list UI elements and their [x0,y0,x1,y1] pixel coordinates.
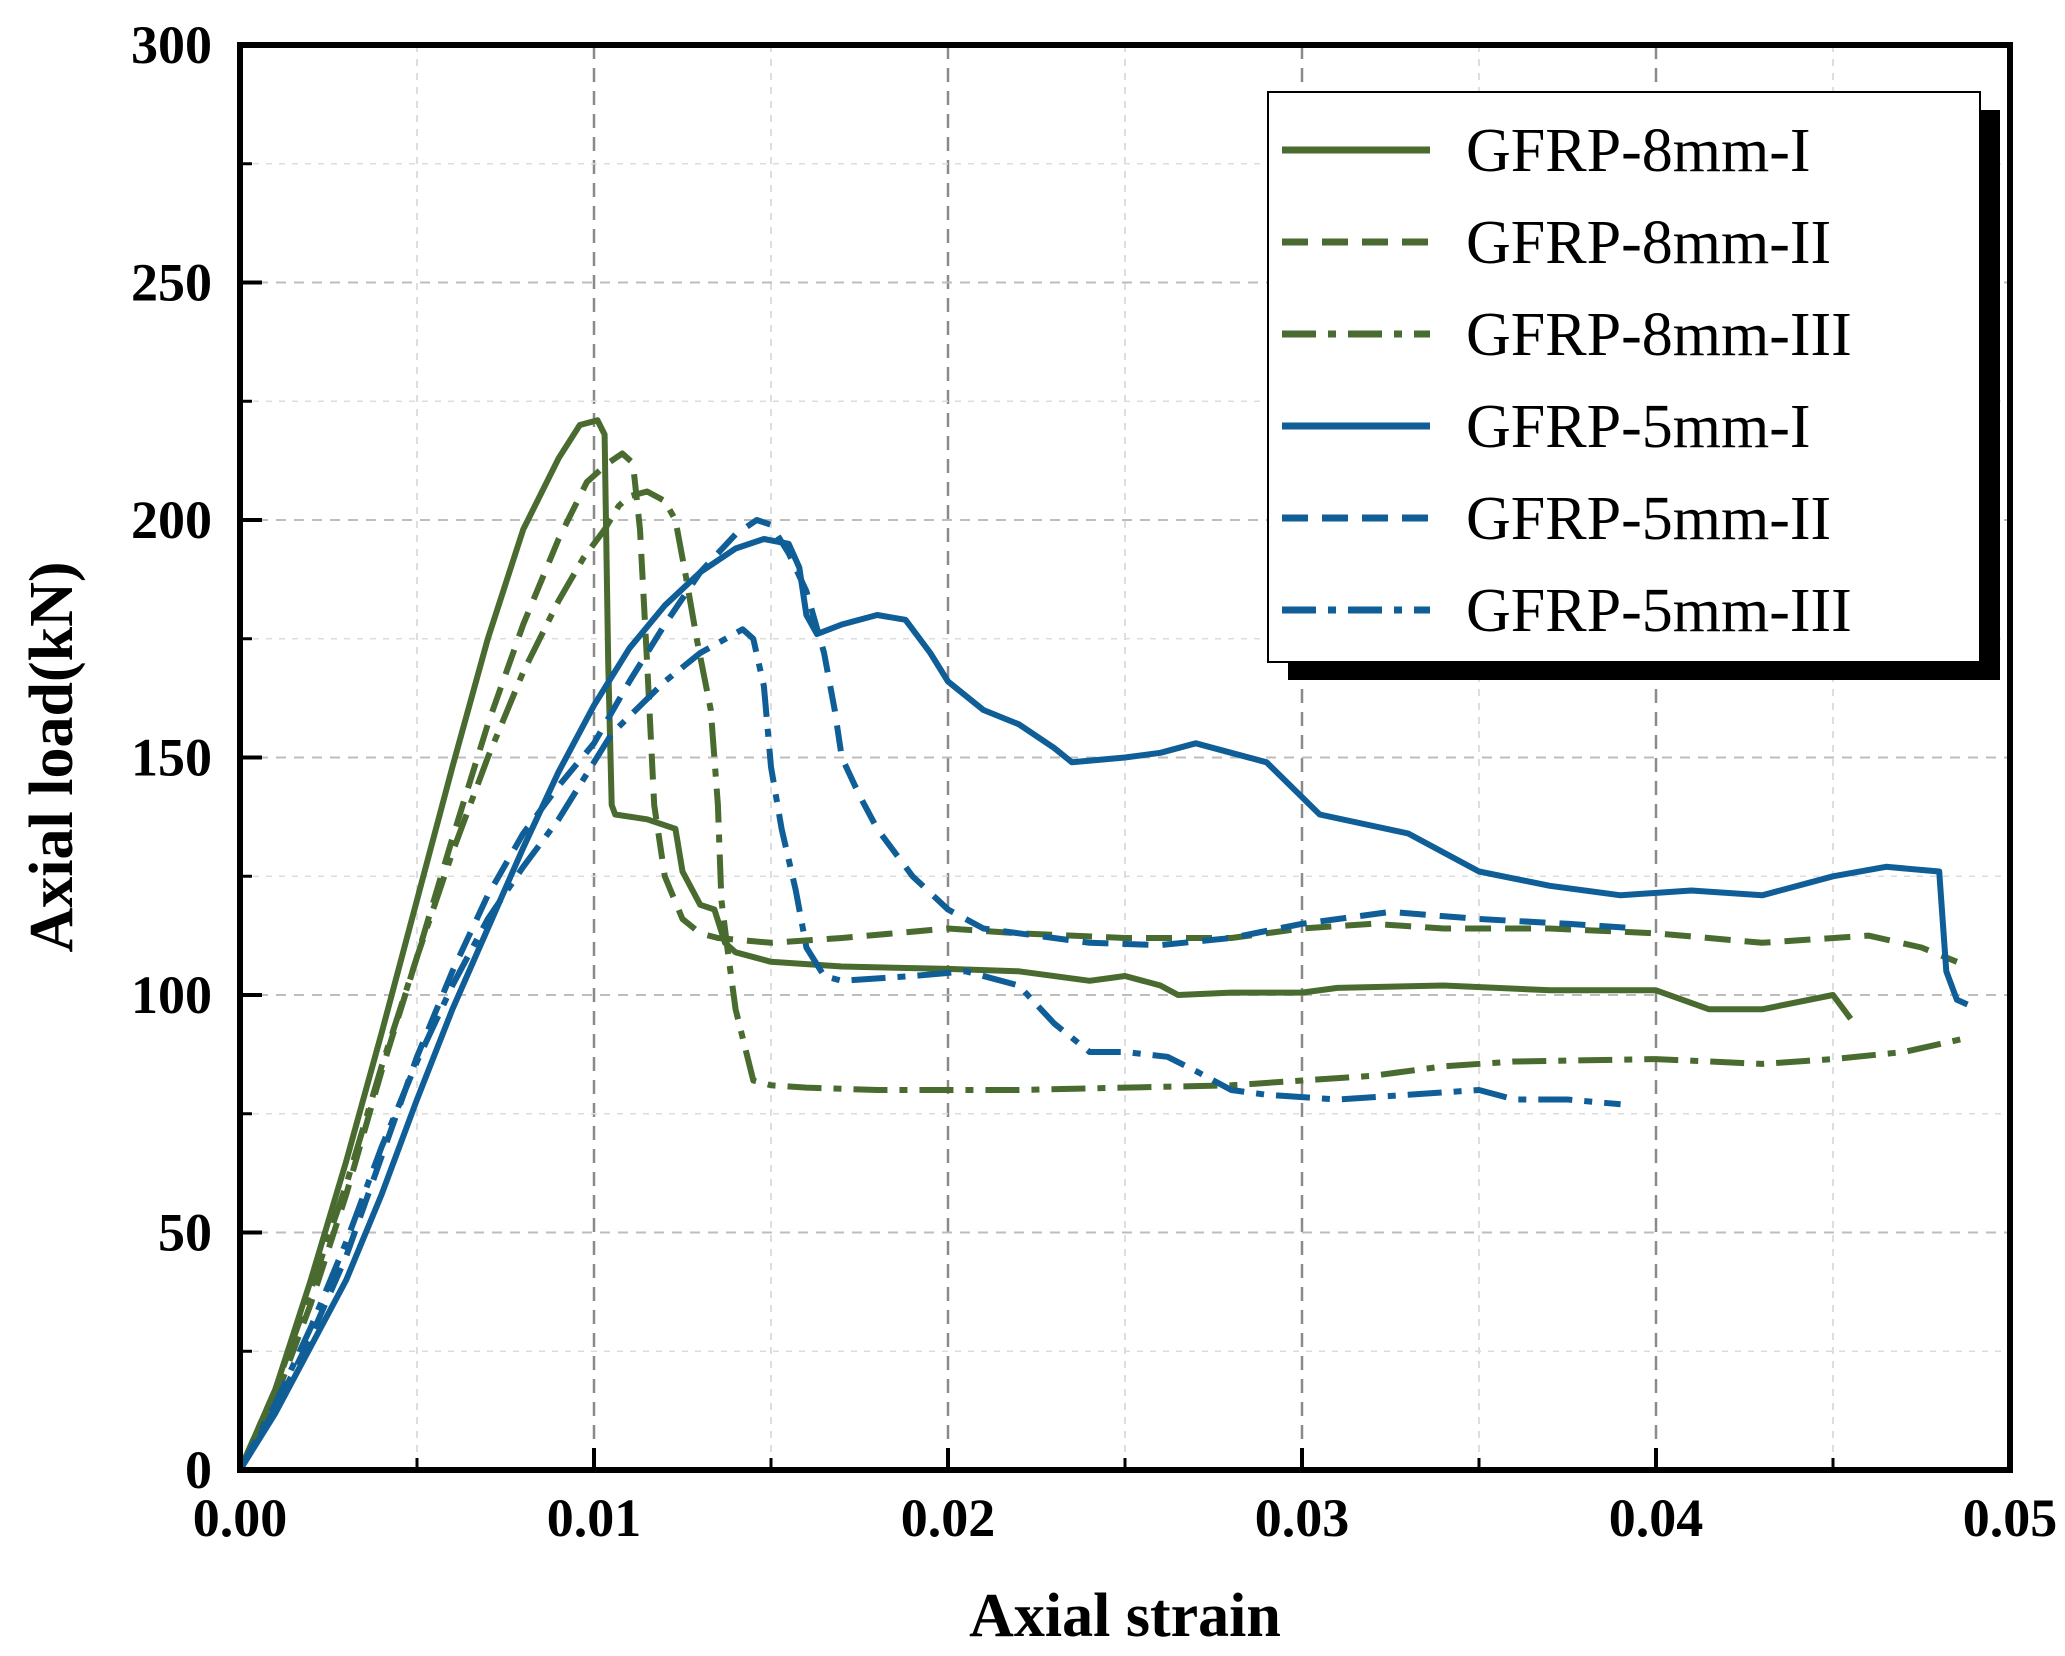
y-tick-label: 100 [131,965,212,1025]
y-tick-label: 200 [131,490,212,550]
series-line-gfrp-8mm-ii [237,450,1959,1472]
x-tick-label: 0.03 [1255,1488,1350,1548]
x-axis-title: Axial strain [969,1582,1281,1650]
legend-label: GFRP-8mm-III [1466,301,1852,369]
series-line-gfrp-5mm-iii [237,626,1621,1472]
legend-label: GFRP-5mm-II [1466,485,1831,553]
legend-label: GFRP-5mm-I [1466,393,1810,461]
y-tick-label: 50 [158,1203,212,1263]
series-line-gfrp-8mm-i [237,417,1854,1472]
x-tick-label: 0.00 [193,1488,288,1548]
x-tick-label: 0.01 [547,1488,642,1548]
legend-label: GFRP-8mm-I [1466,117,1810,185]
y-tick-label: 250 [131,253,212,313]
y-tick-label: 150 [131,728,212,788]
y-tick-label: 0 [185,1440,212,1500]
x-tick-label: 0.05 [1963,1488,2058,1548]
legend-box [1267,91,1981,663]
x-tick-label: 0.04 [1609,1488,1704,1548]
axis-tick-labels: 0.00 0.01 0.02 0.03 0.04 0.05 0 50 100 150 200 250 3… [131,15,2057,1548]
legend: GFRP-8mm-I GFRP-8mm-II GFRP-8mm-III GFRP-5m… [1267,91,2000,680]
series-line-gfrp-5mm-i [237,536,1969,1472]
x-tick-label: 0.02 [901,1488,996,1548]
series-layer [237,417,1969,1472]
legend-label: GFRP-8mm-II [1466,209,1831,277]
legend-label: GFRP-5mm-III [1466,577,1852,645]
series-line-gfrp-5mm-ii [237,517,1639,1472]
y-tick-label: 300 [131,15,212,75]
legend-items: GFRP-8mm-I GFRP-8mm-II GFRP-8mm-III GFRP-5m… [1282,117,1852,645]
axis-ticks [238,43,2012,1472]
series-line-gfrp-8mm-iii [237,488,1969,1472]
y-axis-title: Axial load(kN) [18,562,86,953]
